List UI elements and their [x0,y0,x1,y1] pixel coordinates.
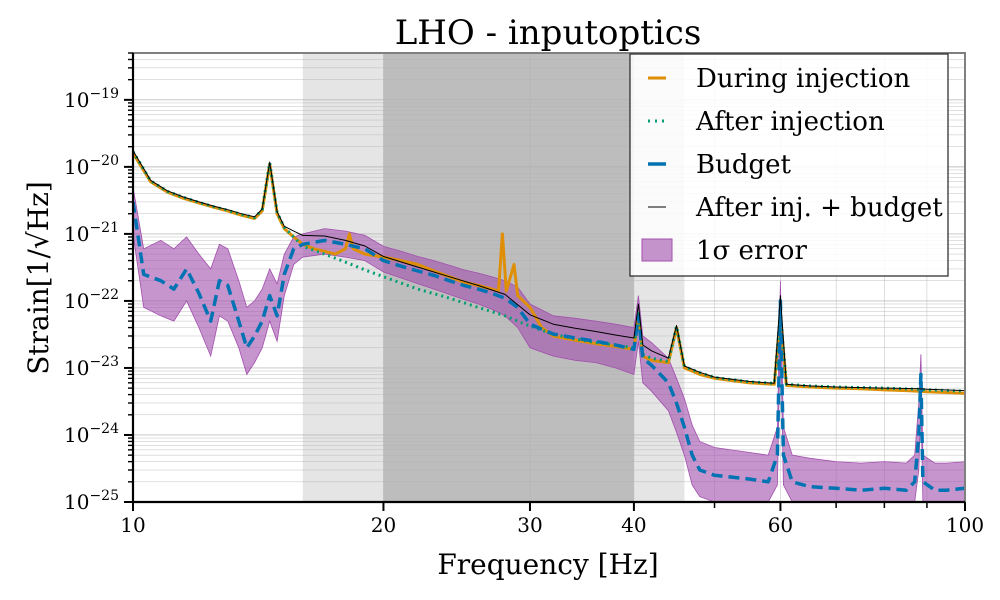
legend: During injection After injection Budget Aft… [629,53,949,277]
y-tick-base: 10 [64,289,89,313]
y-tick-label: 10−21 [64,220,119,246]
legend-handle-band [641,238,673,262]
y-tick-label: 10−19 [64,86,119,112]
y-axis-label: Strain[1/√Hz] [22,181,55,375]
series-line-after-inj-budget [133,150,965,392]
legend-box [629,53,949,277]
x-axis-label: Frequency [Hz] [437,548,658,581]
y-tick-exponent: −20 [89,153,119,169]
legend-label-3: After inj. + budget [695,193,943,223]
error-band [133,187,965,502]
y-tick-exponent: −24 [89,421,119,437]
legend-label-4: 1σ error [696,236,807,266]
y-tick-base: 10 [64,155,89,179]
y-tick-label: 10−20 [64,153,119,179]
y-tick-exponent: −25 [89,488,119,504]
y-tick-base: 10 [64,356,89,380]
y-tick-base: 10 [64,88,89,112]
x-tick-label: 30 [517,513,542,537]
y-tick-base: 10 [64,490,89,514]
y-tick-exponent: −22 [89,287,119,303]
legend-label-2: Budget [696,150,792,180]
x-tick-label: 60 [768,513,793,537]
y-tick-base: 10 [64,222,89,246]
y-tick-exponent: −19 [89,86,119,102]
series-line-budget [133,201,965,492]
y-tick-exponent: −21 [89,220,119,236]
chart-title: LHO - inputoptics [395,13,702,53]
y-tick-label: 10−25 [64,488,119,514]
y-tick-label: 10−22 [64,287,119,313]
x-tick-label: 40 [621,513,646,537]
x-tick-label: 100 [946,513,984,537]
y-tick-exponent: −23 [89,354,119,370]
legend-label-1: After injection [695,107,885,137]
y-tick-base: 10 [64,423,89,447]
legend-label-0: During injection [696,64,910,94]
x-tick-label: 10 [120,513,145,537]
x-tick-label: 20 [371,513,396,537]
y-tick-label: 10−24 [64,421,119,447]
shaded-region-0 [302,53,384,502]
y-tick-label: 10−23 [64,354,119,380]
